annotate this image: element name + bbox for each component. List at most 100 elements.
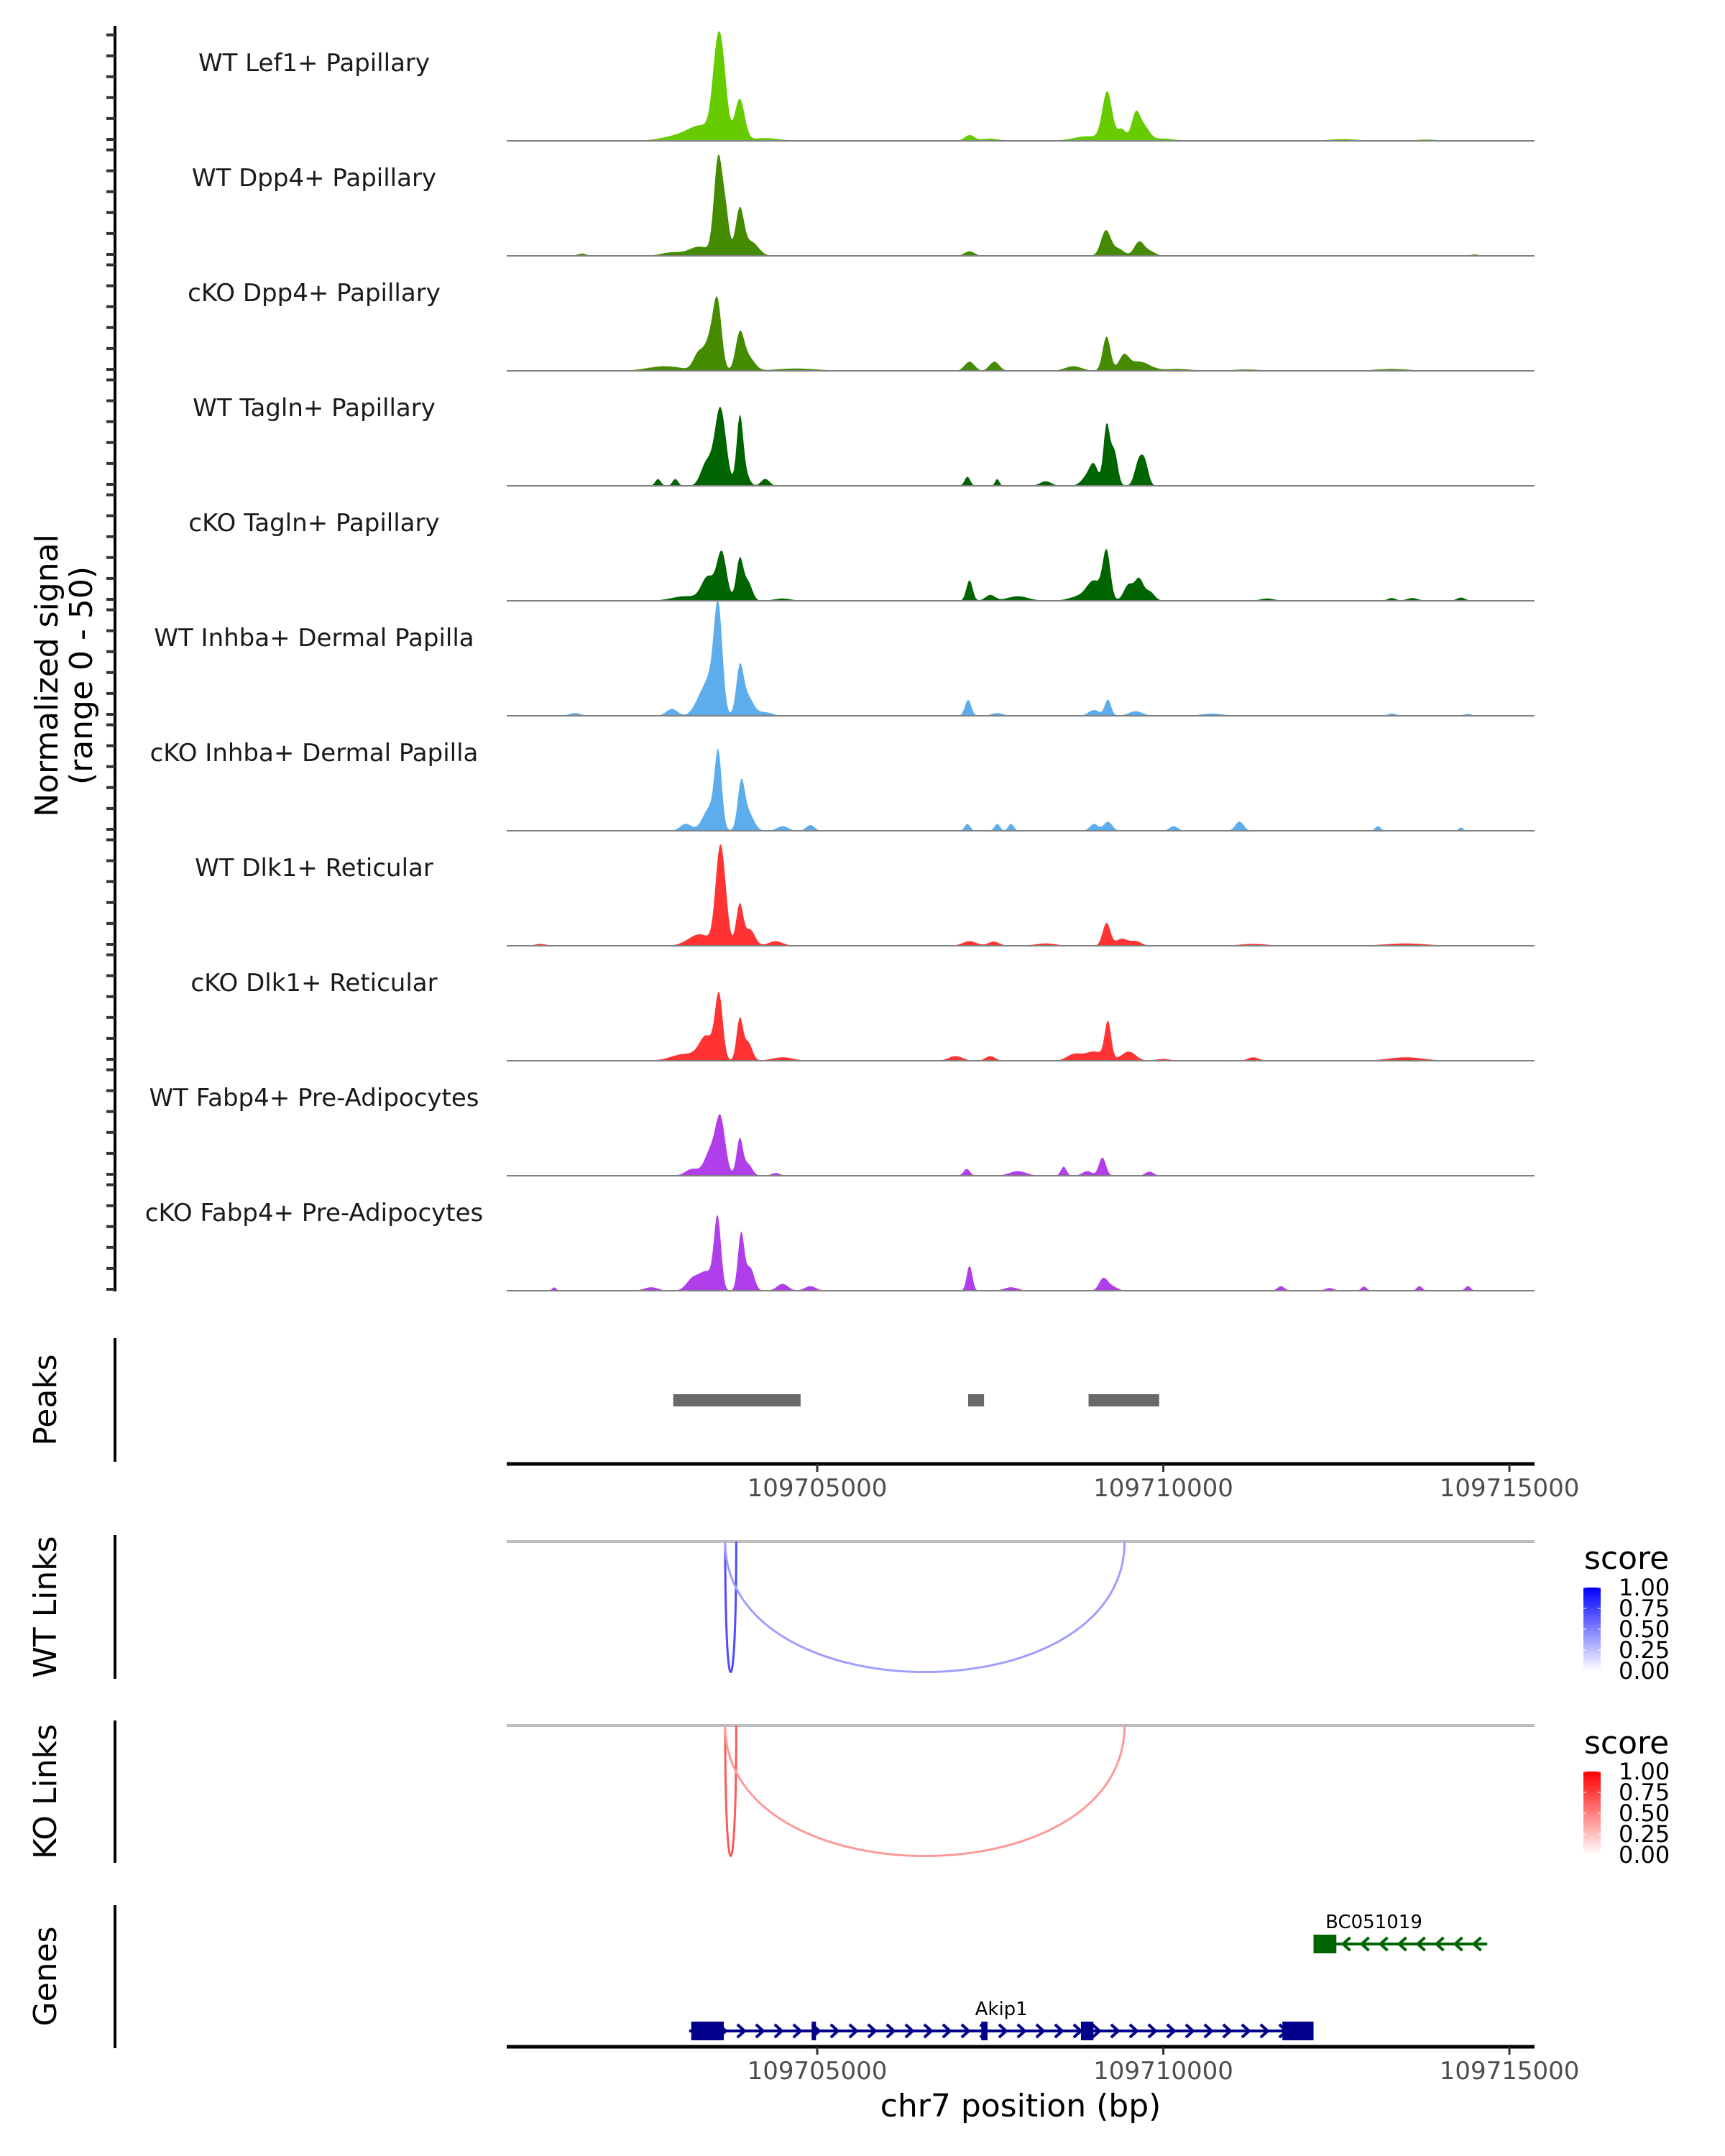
coverage-track: cKO Dpp4+ Papillary	[188, 279, 1535, 372]
legend-label: 0.00	[1619, 1657, 1670, 1685]
coverage-track: WT Dlk1+ Reticular	[195, 844, 1535, 946]
strand-arrow	[1166, 2023, 1177, 2039]
wt-links-legend: score 1.000.750.500.250.00	[1583, 1540, 1670, 1685]
strand-arrow	[998, 2023, 1008, 2039]
legend-label: 1.00	[1619, 1574, 1670, 1601]
strand-arrow	[1128, 2023, 1139, 2039]
coverage-area	[507, 155, 1535, 256]
peak-region	[967, 1394, 985, 1406]
strand-arrow	[942, 2023, 952, 2039]
y-axis-title-line2: (range 0 - 50)	[63, 566, 100, 785]
legend-label: 1.00	[1619, 1758, 1670, 1785]
track-label: cKO Tagln+ Papillary	[188, 509, 439, 538]
strand-arrow	[1340, 1936, 1351, 1952]
coverage-track: WT Fabp4+ Pre-Adipocytes	[150, 1084, 1535, 1176]
coverage-track: cKO Fabp4+ Pre-Adipocytes	[145, 1199, 1535, 1291]
peaks-panel: Peaks 109705000 109710000 109715000	[27, 1338, 1579, 1503]
coverage-area	[507, 601, 1535, 716]
genes-panel-title: Genes	[27, 1926, 64, 2026]
track-label: WT Dpp4+ Papillary	[192, 164, 436, 193]
legend-label: 0.25	[1619, 1636, 1670, 1664]
legend-label: 0.00	[1619, 1841, 1670, 1869]
strand-arrow	[1453, 1936, 1463, 1952]
x-tick-label: 109705000	[748, 2057, 888, 2086]
x-axis-bottom: 109705000 109710000 109715000	[507, 2045, 1580, 2086]
strand-arrow	[736, 2023, 747, 2039]
coverage-track: WT Tagln+ Papillary	[193, 394, 1535, 487]
wt-links-arcs	[507, 1540, 1535, 1673]
peaks-panel-title: Peaks	[27, 1354, 64, 1445]
y-axis-title-line1: Normalized signal	[29, 534, 65, 817]
track-label: cKO Fabp4+ Pre-Adipocytes	[145, 1199, 484, 1227]
legend-label: 0.75	[1619, 1779, 1670, 1806]
track-label: WT Dlk1+ Reticular	[195, 854, 433, 883]
y-axis-title: Normalized signal (range 0 - 50)	[29, 534, 100, 817]
exon	[811, 2022, 816, 2040]
strand-arrow	[867, 2023, 878, 2039]
x-axis-top: 109705000 109710000 109715000	[507, 1462, 1580, 1503]
strand-arrow	[1222, 2023, 1233, 2039]
strand-arrow	[1147, 2023, 1158, 2039]
track-label: WT Tagln+ Papillary	[193, 394, 436, 423]
strand-arrow	[1091, 2023, 1102, 2039]
peak-region	[673, 1394, 801, 1406]
x-tick-label: 109705000	[748, 1474, 888, 1503]
coverage-area	[507, 407, 1535, 486]
strand-arrow	[1397, 1936, 1407, 1952]
coverage-tracks: WT Lef1+ Papillary WT Dpp4+ Papillary cKO …	[145, 31, 1535, 1291]
gene-models: Akip1 BC051019	[689, 1912, 1488, 2040]
x-axis-title: chr7 position (bp)	[880, 2088, 1162, 2124]
strand-arrow	[1378, 1936, 1389, 1952]
link-arc	[724, 1541, 1126, 1673]
strand-arrow	[1035, 2023, 1046, 2039]
strand-arrow	[1471, 1936, 1482, 1952]
coverage-area	[507, 1215, 1535, 1291]
link-arc	[724, 1725, 737, 1857]
x-tick-label: 109715000	[1440, 1474, 1580, 1503]
wt-links-title: WT Links	[27, 1536, 64, 1677]
ko-links-panel: KO Links score 1.000.750.500.250.00	[27, 1720, 1670, 1869]
link-arc	[724, 1541, 737, 1673]
peak-region	[1088, 1394, 1159, 1406]
strand-arrow	[792, 2023, 803, 2039]
legend-label: 0.25	[1619, 1820, 1670, 1848]
gene-model: Akip1	[689, 1999, 1314, 2040]
legend-label: 0.50	[1619, 1800, 1670, 1827]
x-tick-label: 109710000	[1093, 2057, 1233, 2086]
coverage-track: cKO Dlk1+ Reticular	[190, 969, 1535, 1061]
track-label: cKO Inhba+ Dermal Papilla	[150, 739, 479, 768]
strand-arrow	[1110, 2023, 1121, 2039]
strand-arrow	[755, 2023, 765, 2039]
coverage-track: cKO Inhba+ Dermal Papilla	[150, 739, 1535, 831]
strand-arrow	[848, 2023, 859, 2039]
gene-model: BC051019	[1313, 1912, 1488, 1953]
coverage-area	[507, 295, 1535, 371]
wt-legend-title: score	[1584, 1540, 1669, 1577]
coverage-area	[507, 992, 1535, 1061]
track-label: WT Inhba+ Dermal Papilla	[154, 624, 474, 653]
peak-regions	[673, 1394, 1159, 1406]
x-tick-label: 109715000	[1440, 2057, 1580, 2086]
coverage-track: WT Lef1+ Papillary	[198, 31, 1535, 142]
strand-arrow	[1016, 2023, 1027, 2039]
coverage-area	[507, 844, 1535, 946]
strand-arrow	[904, 2023, 915, 2039]
x-tick-label: 109710000	[1093, 1474, 1233, 1503]
coverage-area	[507, 747, 1535, 831]
ko-legend-title: score	[1584, 1725, 1669, 1761]
strand-arrow	[1359, 1936, 1370, 1952]
exon	[1313, 1935, 1337, 1953]
legend-label: 0.75	[1619, 1595, 1670, 1622]
exon	[691, 2022, 724, 2040]
coverage-track: WT Dpp4+ Papillary	[192, 155, 1535, 257]
strand-arrow	[1241, 2023, 1251, 2039]
strand-arrow	[886, 2023, 896, 2039]
track-label: cKO Dlk1+ Reticular	[190, 969, 437, 998]
strand-arrow	[829, 2023, 840, 2039]
track-label: WT Lef1+ Papillary	[198, 49, 430, 78]
exon	[1080, 2022, 1094, 2040]
coverage-track: WT Inhba+ Dermal Papilla	[154, 601, 1535, 717]
exon	[1282, 2022, 1314, 2040]
